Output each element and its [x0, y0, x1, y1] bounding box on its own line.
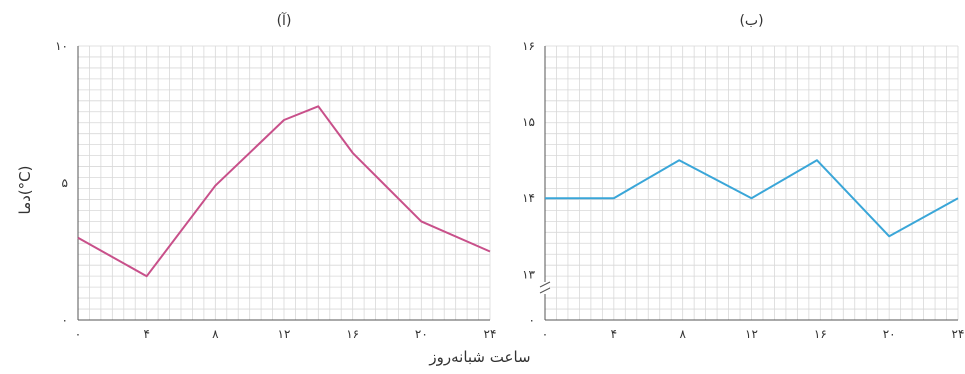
y-tick-label: ۱۴ — [522, 191, 535, 205]
y-tick-label: ۵ — [62, 176, 68, 190]
x-tick-label: ۲۴ — [484, 327, 497, 341]
series-line-a-0 — [77, 105, 491, 278]
y-tick-label: ۰ — [62, 313, 68, 327]
x-tick-label: ۴ — [611, 327, 617, 341]
y-tick-label: ۱۳ — [522, 267, 535, 281]
panel-b: (ب) ۰ ۴ ۸ ۱۲ ۱۶ ۲۰ ۲۴ ۱۳ ۱۴ ۱۵ ۱۶ ۰ — [522, 13, 964, 341]
x-tick-label: ۱۶ — [814, 327, 827, 341]
y-tick-label: ۱۶ — [522, 39, 535, 53]
x-tick-label: ۲۰ — [883, 327, 896, 341]
x-tick-label: ۲۰ — [415, 327, 428, 341]
x-tick-label: ۰ — [75, 327, 81, 341]
x-tick-label: ۰ — [542, 327, 548, 341]
y-tick-label: ۱۵ — [522, 115, 535, 129]
x-tick-label: ۱۲ — [278, 327, 291, 341]
panel-title: (ب) — [739, 13, 763, 29]
panel-a: (آ) ۰ ۴ ۸ ۱۲ ۱۶ ۲۰ ۲۴ ۰ ۵ ۱۰ — [55, 12, 496, 341]
series-line-b-0 — [545, 159, 959, 238]
x-tick-label: ۱۶ — [346, 327, 359, 341]
axis-break-mark — [539, 281, 551, 294]
x-tick-label: ۸ — [212, 327, 219, 341]
y-axis-label: دما(°C) — [16, 166, 34, 215]
y-tick-label-zero: ۰ — [529, 313, 535, 327]
x-axis-label: ساعت شبانه‌روز — [428, 348, 530, 366]
y-tick-label: ۱۰ — [55, 39, 68, 53]
grid — [544, 45, 959, 321]
x-tick-label: ۸ — [679, 327, 686, 341]
panel-title: (آ) — [277, 12, 292, 29]
x-tick-label: ۲۴ — [952, 327, 965, 341]
x-tick-label: ۴ — [143, 327, 149, 341]
grid — [77, 45, 491, 321]
x-tick-label: ۱۲ — [745, 327, 758, 341]
